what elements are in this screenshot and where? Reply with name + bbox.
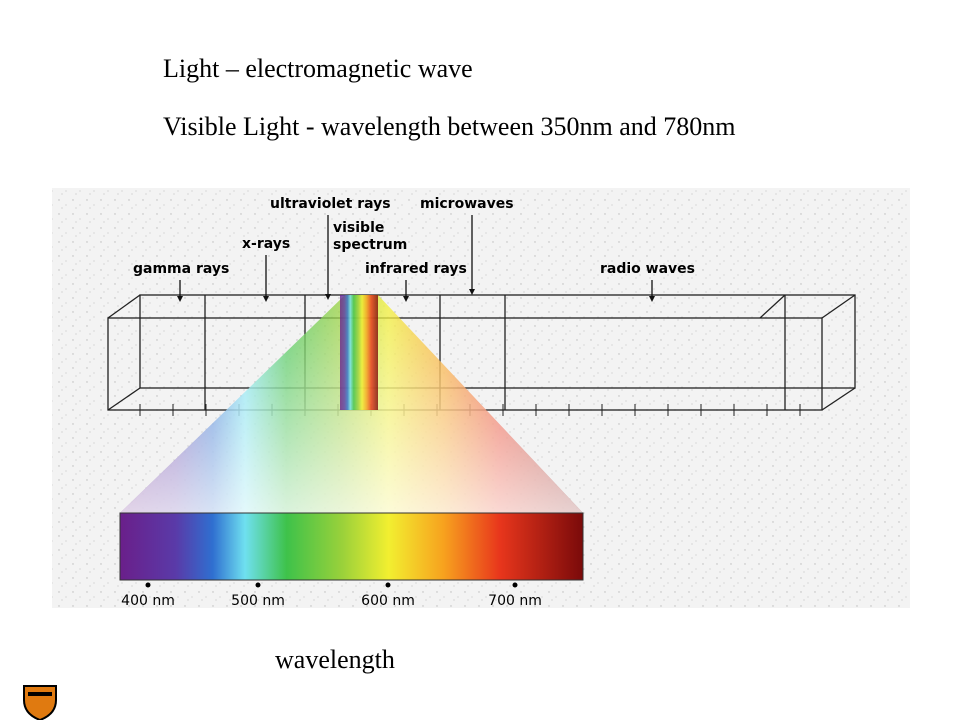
arrow-head — [403, 296, 409, 302]
scale-dot — [145, 582, 151, 588]
scale-label: 700 nm — [488, 593, 542, 609]
caption: wavelength — [275, 645, 395, 674]
wave-label: ultraviolet rays — [270, 196, 391, 212]
wave-label: gamma rays — [133, 261, 229, 277]
wave-label: microwaves — [420, 196, 514, 212]
labels: ultraviolet rays microwaves visiblespectru… — [133, 196, 695, 302]
wave-label: radio waves — [600, 261, 695, 277]
scale-label: 400 nm — [121, 593, 175, 609]
arrow-head — [469, 289, 475, 295]
wave-label: visible — [333, 220, 384, 236]
university-shield — [23, 685, 57, 720]
title-line: Light – electromagnetic wave — [163, 54, 473, 83]
arrow-head — [177, 296, 183, 302]
spectrum-bar — [119, 512, 584, 581]
scale: 400 nm 500 nm 600 nm 700 nm — [121, 582, 542, 609]
scale-dot — [385, 582, 391, 588]
arrow-head — [649, 296, 655, 302]
visible-band — [340, 295, 378, 410]
scale-label: 500 nm — [231, 593, 285, 609]
wave-label: spectrum — [333, 237, 407, 253]
scale-dot — [255, 582, 261, 588]
wave-label: infrared rays — [365, 261, 467, 277]
scale-label: 600 nm — [361, 593, 415, 609]
title-line: Visible Light - wavelength between 350nm… — [163, 112, 735, 141]
scale-dot — [512, 582, 518, 588]
arrow-head — [325, 294, 331, 300]
arrow-head — [263, 296, 269, 302]
wave-label: x-rays — [242, 236, 290, 252]
